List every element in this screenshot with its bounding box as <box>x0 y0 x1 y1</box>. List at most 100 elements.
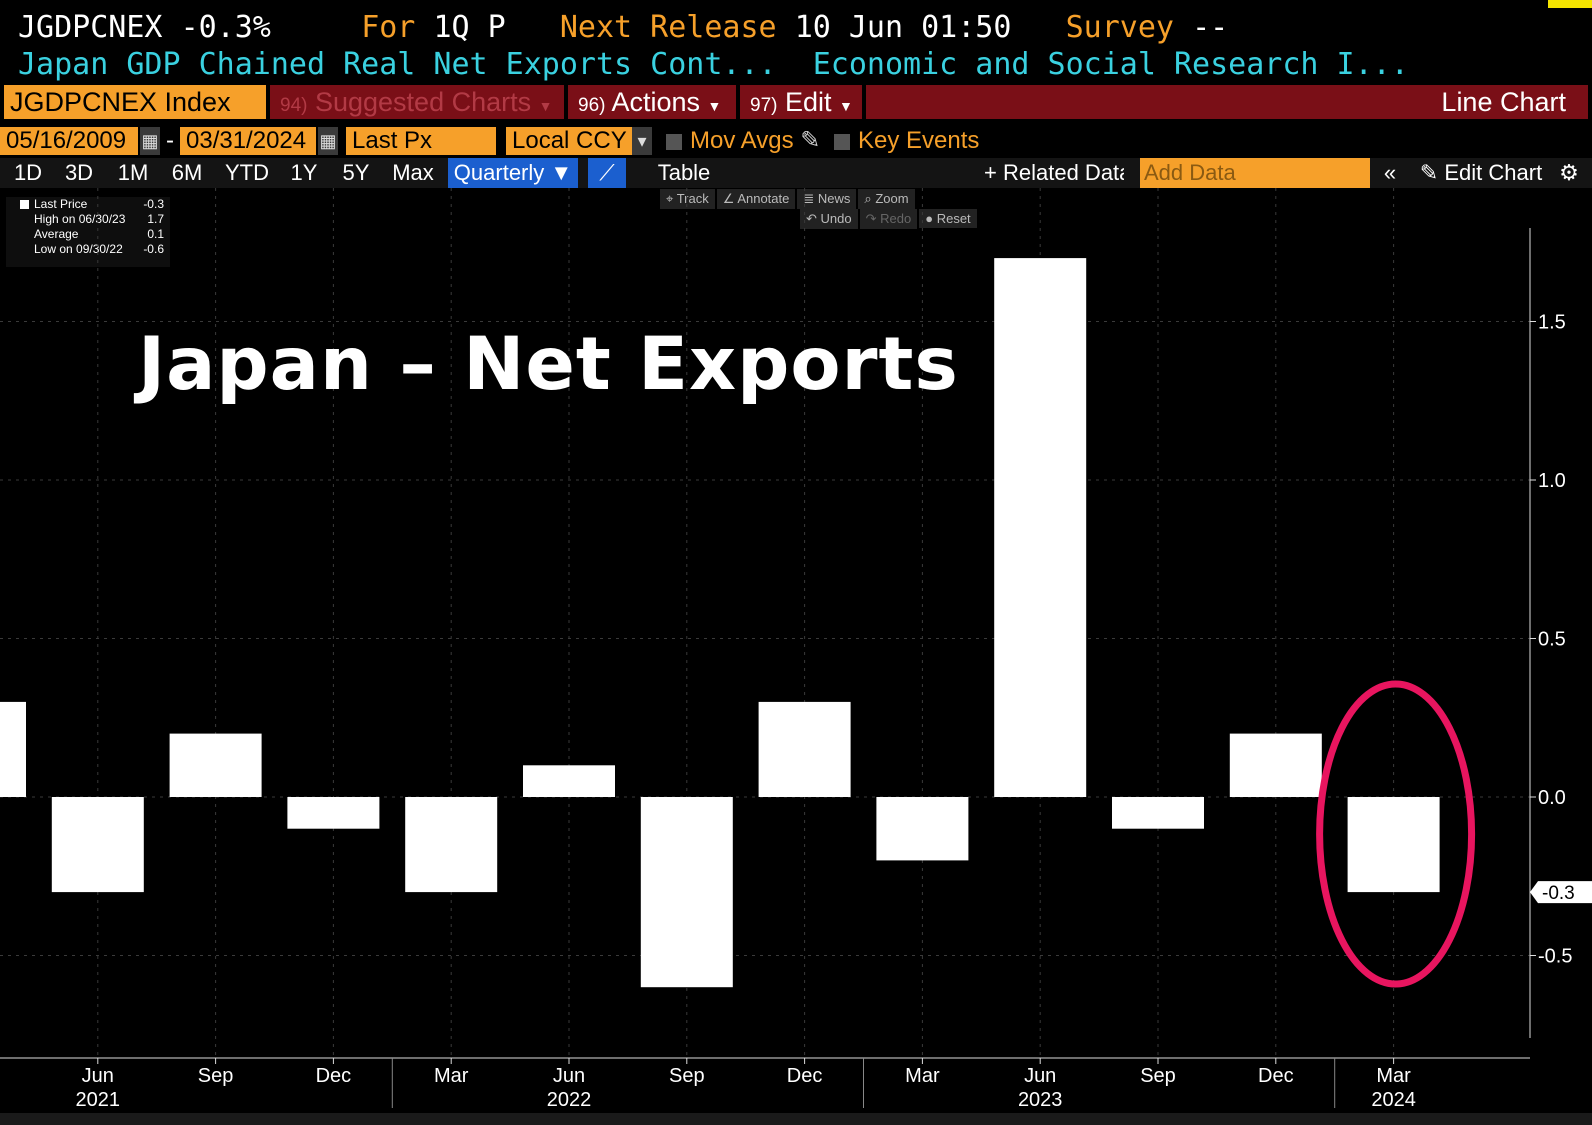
survey-label: Survey <box>1065 10 1174 45</box>
x-month-label: Mar <box>905 1065 940 1087</box>
legend-label: Average <box>34 227 79 241</box>
zoom-tool[interactable]: ⌕ Zoom <box>858 189 915 209</box>
bar <box>640 797 733 988</box>
next-release-value: 10 Jun 01:50 <box>794 10 1012 45</box>
period-toolbar: 1D 3D 1M 6M YTD 1Y 5Y Max Quarterly ▼ ⟋ … <box>0 158 1592 188</box>
x-month-label: Dec <box>1258 1065 1294 1087</box>
period-1y-button[interactable]: 1Y <box>290 160 318 185</box>
zoom-label: Zoom <box>875 191 909 206</box>
table-button[interactable]: Table <box>657 160 711 185</box>
news-icon: ≣ <box>803 191 815 206</box>
edit-menu[interactable]: 97) Edit ▼ <box>740 85 862 119</box>
edit-label: Edit <box>784 87 832 117</box>
period-3d-button[interactable]: 3D <box>64 160 94 185</box>
end-date-input[interactable]: 03/31/2024 <box>180 127 316 155</box>
period-5y-button[interactable]: 5Y <box>342 160 370 185</box>
edit-number: 97) <box>750 95 778 116</box>
bottom-bar <box>0 1113 1592 1125</box>
calendar-icon[interactable]: ▦ <box>318 127 338 155</box>
suggested-charts-menu[interactable]: 94) Suggested Charts ▼ <box>270 85 564 119</box>
ticker-code: JGDPCNEX <box>18 10 163 45</box>
for-label: For <box>361 10 416 45</box>
period-ytd-button[interactable]: YTD <box>225 160 269 185</box>
chevron-down-icon[interactable]: ▾ <box>632 127 652 155</box>
calendar-icon[interactable]: ▦ <box>140 127 160 155</box>
series-source: Economic and Social Research I... <box>812 47 1409 82</box>
suggested-label: Suggested Charts <box>314 87 532 117</box>
news-tool[interactable]: ≣ News <box>797 189 857 209</box>
highlight-circle <box>1316 680 1476 988</box>
period-1m-button[interactable]: 1M <box>117 160 149 185</box>
plus-icon: + <box>984 160 997 185</box>
reset-button[interactable]: ● Reset <box>919 209 977 228</box>
collapse-icon[interactable]: « <box>1383 160 1397 185</box>
bar <box>758 701 851 797</box>
annotate-tool[interactable]: ∠ Annotate <box>716 189 796 209</box>
menu-bar: JGDPCNEX Index 94) Suggested Charts ▼ 96… <box>0 85 1592 119</box>
legend-row-high: High on 06/30/23 1.7 <box>6 212 170 227</box>
redo-button[interactable]: ↷ Redo <box>859 209 918 229</box>
checkbox-icon[interactable] <box>666 133 682 150</box>
line-chart-icon[interactable]: ⟋ <box>588 158 626 188</box>
undo-icon: ↶ <box>806 211 817 226</box>
currency-select[interactable]: Local CCY <box>506 127 632 155</box>
reset-label: Reset <box>936 211 971 226</box>
bar <box>1347 797 1440 893</box>
undo-label: Undo <box>820 211 852 226</box>
pencil-icon[interactable]: ✎ <box>800 127 821 154</box>
x-month-label: Jun <box>82 1065 114 1087</box>
chart-type-label[interactable]: Line Chart <box>866 85 1588 119</box>
chart-legend: Last Price -0.3 High on 06/30/23 1.7 Avera… <box>6 197 170 267</box>
x-month-label: Dec <box>787 1065 823 1087</box>
x-month-label: Sep <box>669 1065 705 1087</box>
gear-icon[interactable]: ⚙ <box>1559 160 1579 185</box>
security-field[interactable]: JGDPCNEX Index <box>4 85 266 119</box>
frequency-dropdown[interactable]: Quarterly ▼ <box>448 158 578 188</box>
period-1d-button[interactable]: 1D <box>13 160 43 185</box>
key-events-toggle[interactable]: Key Events <box>834 127 994 155</box>
x-year-label: 2023 <box>1018 1089 1063 1111</box>
track-label: Track <box>676 191 709 206</box>
last-value-marker <box>1530 881 1592 904</box>
mov-avgs-toggle[interactable]: Mov Avgs ✎ <box>666 127 826 155</box>
last-value-label: -0.3 <box>1542 883 1575 904</box>
legend-value: 0.1 <box>147 227 164 241</box>
actions-menu[interactable]: 96) Actions ▼ <box>568 85 736 119</box>
legend-label: Last Price <box>34 197 88 211</box>
change-value: -0.3% <box>180 10 271 45</box>
chevron-down-icon: ▼ <box>550 160 573 185</box>
bar <box>1229 733 1322 797</box>
legend-value: -0.6 <box>143 242 164 256</box>
track-tool[interactable]: ⌖ Track <box>660 189 715 209</box>
related-data-label: Related Data <box>1002 160 1124 185</box>
crosshair-icon: ⌖ <box>666 191 674 206</box>
y-tick-label: 0.0 <box>1538 787 1566 809</box>
actions-label: Actions <box>611 87 701 117</box>
period-6m-button[interactable]: 6M <box>171 160 203 185</box>
history-tools-row: ↶ Undo ↷ Redo ● Reset <box>800 209 979 229</box>
checkbox-icon[interactable] <box>834 133 850 150</box>
add-data-input[interactable]: Add Data <box>1140 158 1370 188</box>
legend-row-low: Low on 09/30/22 -0.6 <box>6 242 170 257</box>
reset-icon: ● <box>925 211 934 226</box>
undo-button[interactable]: ↶ Undo <box>800 209 858 229</box>
y-tick-label: -0.5 <box>1538 946 1572 968</box>
bar-chart[interactable]: 1.5 1.0 0.5 0.0 -0.5 -0.3 Jun Sep Dec Mar Jun Sep De… <box>0 188 1592 1113</box>
chevron-down-icon: ▼ <box>538 98 553 114</box>
edit-chart-button[interactable]: ✎ Edit Chart <box>1412 158 1550 188</box>
bar <box>51 797 144 893</box>
y-tick-label: 1.5 <box>1538 312 1566 334</box>
pen-icon: ∠ <box>722 191 735 206</box>
x-month-label: Sep <box>1140 1065 1176 1087</box>
x-month-label: Dec <box>316 1065 352 1087</box>
field-select[interactable]: Last Px <box>346 127 496 155</box>
square-icon <box>20 200 29 209</box>
overlay-title: Japan – Net Exports <box>138 322 959 407</box>
x-month-label: Mar <box>1376 1065 1411 1087</box>
news-label: News <box>817 191 851 206</box>
period-max-button[interactable]: Max <box>392 160 434 185</box>
start-date-input[interactable]: 05/16/2009 <box>0 127 138 155</box>
related-data-button[interactable]: + Related Data <box>984 158 1124 188</box>
legend-label: Low on 09/30/22 <box>34 242 123 256</box>
date-separator: - <box>166 127 174 154</box>
